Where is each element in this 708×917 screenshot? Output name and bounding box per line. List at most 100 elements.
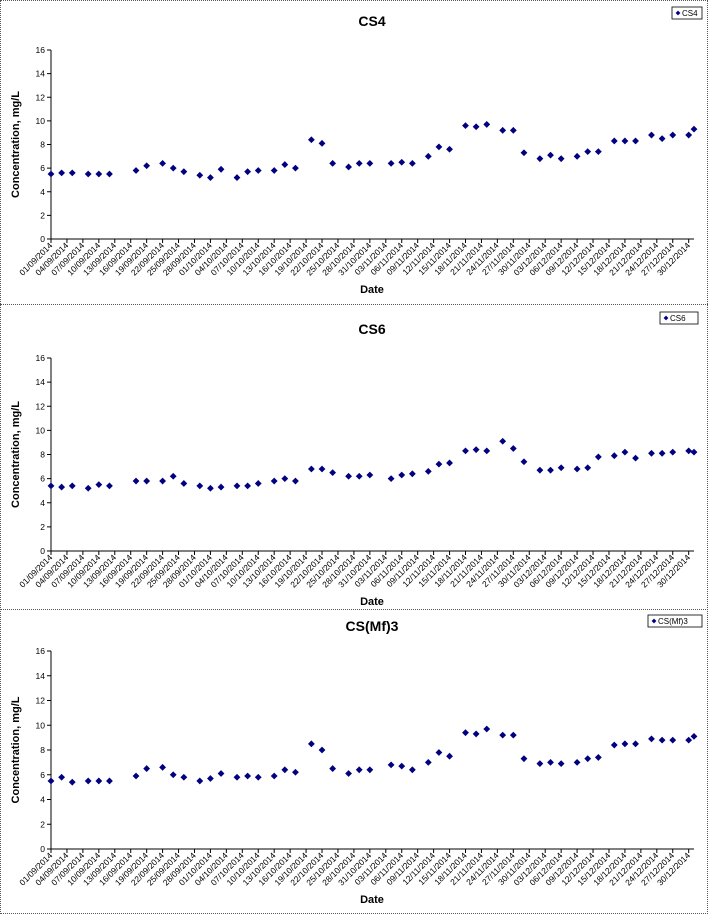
data-point	[47, 777, 55, 785]
legend-label: CS4	[682, 9, 698, 18]
data-point	[307, 465, 315, 473]
chart-title: CS(Mf)3	[346, 618, 399, 634]
y-tick-label: 10	[36, 116, 46, 126]
data-point	[573, 465, 581, 473]
data-point	[68, 169, 76, 177]
data-point	[233, 773, 241, 781]
y-tick-label: 14	[36, 671, 46, 681]
y-tick-label: 14	[36, 377, 46, 387]
data-point	[621, 740, 629, 748]
x-axis-title: Date	[360, 596, 384, 608]
y-tick-label: 6	[40, 163, 45, 173]
data-point	[499, 126, 507, 134]
data-point	[355, 766, 363, 774]
data-point	[435, 143, 443, 151]
data-point	[58, 773, 66, 781]
data-point	[355, 472, 363, 480]
data-point	[462, 122, 469, 129]
data-point	[366, 160, 374, 167]
data-point	[669, 131, 677, 139]
y-tick-label: 12	[36, 92, 46, 102]
data-point	[632, 740, 639, 748]
data-point	[387, 475, 395, 483]
data-point	[536, 760, 544, 768]
data-point	[472, 730, 480, 738]
data-point	[84, 170, 92, 178]
data-point	[658, 135, 666, 142]
data-point	[143, 162, 151, 170]
data-point	[557, 464, 565, 472]
data-point	[499, 731, 507, 739]
data-point	[180, 773, 188, 781]
data-point	[233, 482, 241, 490]
data-point	[281, 766, 289, 774]
data-point	[398, 762, 406, 770]
chart-cs4: CS4024681012141601/09/201404/09/201407/0…	[10, 6, 703, 296]
legend-box	[647, 614, 703, 628]
data-point	[690, 125, 698, 133]
data-point	[244, 168, 252, 176]
y-tick-label: 2	[40, 819, 45, 829]
chart-csmf3: CS(Mf)3024681012141601/09/201404/09/2014…	[10, 614, 703, 906]
legend-marker	[675, 10, 681, 16]
data-point	[180, 168, 188, 176]
data-point	[648, 131, 655, 139]
legend-label: CS6	[670, 314, 686, 323]
chart-title: CS4	[358, 13, 385, 29]
y-tick-label: 16	[36, 45, 46, 55]
data-point	[281, 161, 289, 168]
data-point	[557, 760, 565, 768]
data-point	[180, 480, 188, 487]
y-tick-label: 16	[36, 646, 46, 656]
data-point	[685, 131, 693, 139]
data-point	[435, 460, 443, 468]
data-point	[254, 480, 262, 487]
data-point	[398, 158, 406, 166]
data-point	[446, 752, 453, 760]
y-tick-label: 4	[40, 795, 45, 805]
data-point	[509, 731, 517, 739]
y-tick-label: 14	[36, 69, 46, 79]
y-tick-label: 0	[40, 546, 45, 556]
data-point	[685, 447, 693, 455]
data-point	[536, 466, 544, 474]
data-point	[307, 136, 315, 144]
data-point	[84, 777, 92, 785]
data-point	[658, 736, 666, 744]
data-point	[196, 482, 204, 490]
chart-title: CS6	[358, 321, 385, 337]
data-point	[483, 447, 491, 455]
data-point	[594, 148, 602, 155]
data-point	[233, 174, 241, 181]
data-point	[329, 160, 337, 167]
data-point	[318, 465, 326, 473]
data-point	[648, 735, 655, 743]
data-point	[292, 164, 299, 172]
chart-cs6: CS6024681012141601/09/201404/09/201407/0…	[10, 311, 699, 608]
data-point	[483, 121, 491, 128]
chart-panel-1: CS4 0 2 4 6 8 10 12 14 16 01/09/2014 04/09/2014 07/0…	[0, 0, 708, 304]
data-point	[244, 772, 252, 780]
legend-marker	[651, 618, 657, 624]
data-point	[366, 766, 374, 774]
y-tick-label: 8	[40, 745, 45, 755]
data-point	[584, 755, 592, 763]
y-tick-label: 8	[40, 450, 45, 460]
data-point	[520, 149, 528, 157]
data-point	[292, 477, 299, 485]
data-point	[345, 163, 352, 171]
data-point	[132, 772, 140, 780]
data-point	[424, 467, 432, 475]
data-point	[270, 167, 278, 174]
data-point	[196, 777, 204, 785]
data-point	[520, 755, 528, 763]
legend-label: CS(Mf)3	[658, 617, 688, 626]
data-point	[132, 167, 140, 174]
data-point	[573, 758, 581, 766]
data-point	[398, 471, 406, 479]
y-tick-label: 12	[36, 401, 46, 411]
chart-panel-2: CS6 0 2 4 6 8 10 12 14 16 01/09/2014 04/09/2014 07/0…	[0, 304, 708, 609]
y-axis-title: Concentration, mg/L	[10, 91, 22, 198]
data-point	[318, 139, 326, 147]
data-point	[106, 482, 113, 490]
